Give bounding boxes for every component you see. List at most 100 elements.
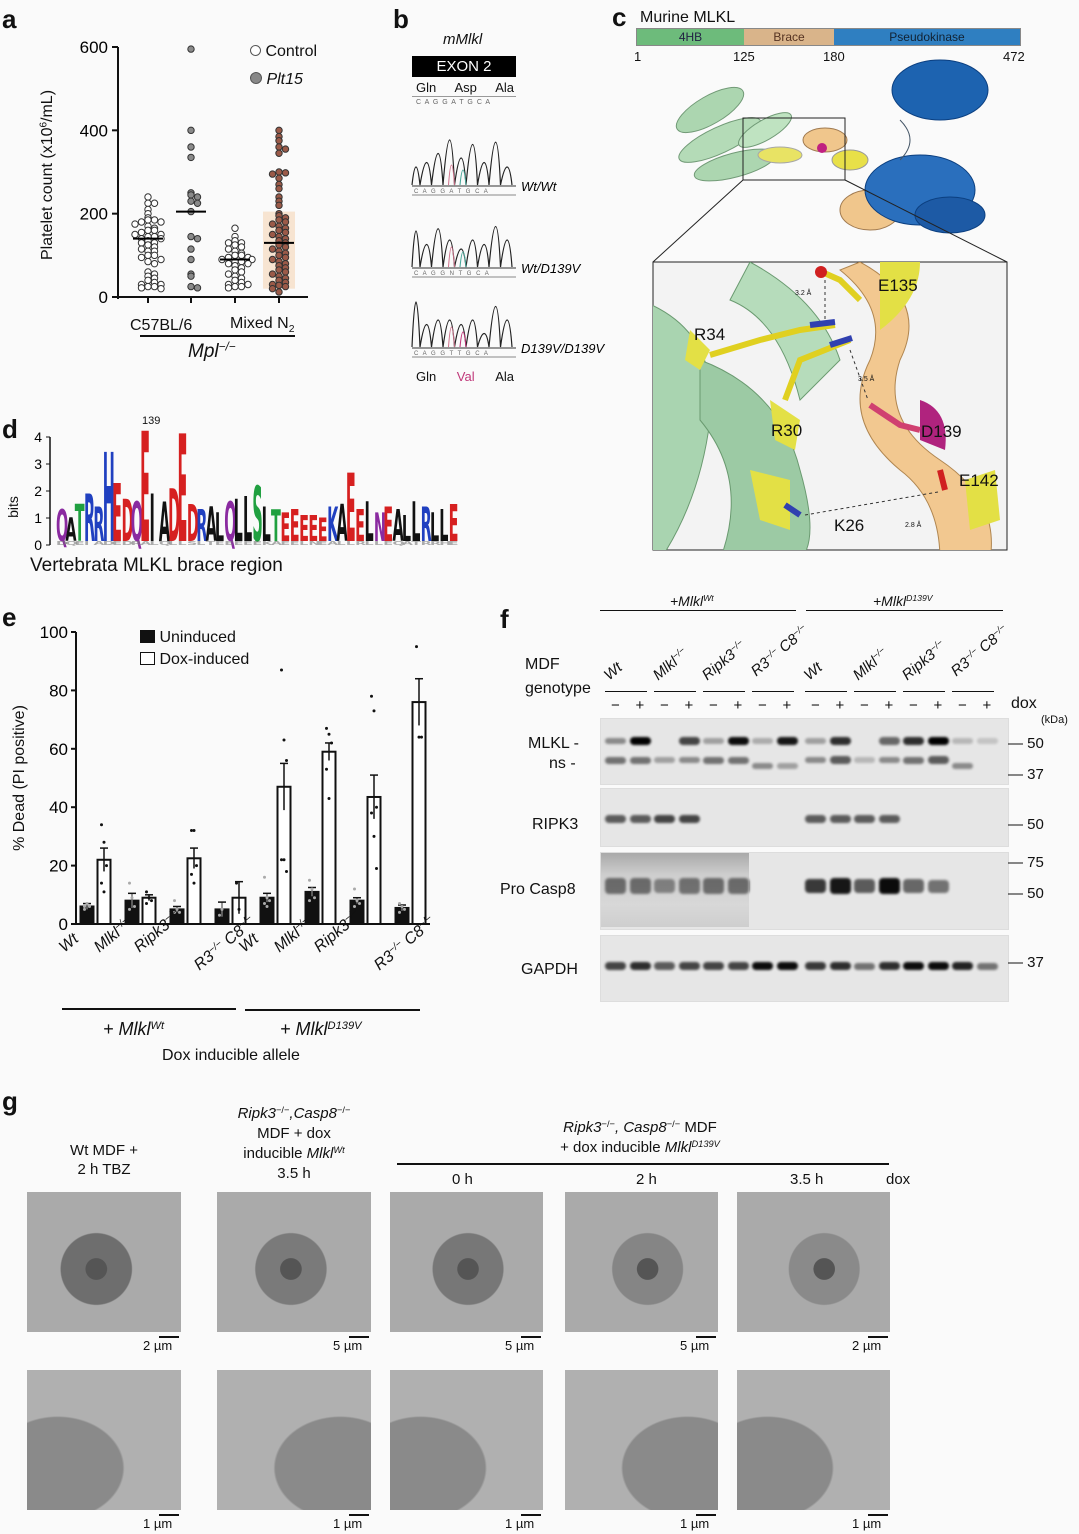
em-image-cell xyxy=(27,1192,181,1332)
replicate-point xyxy=(280,668,283,672)
g-time-2h: 2 h xyxy=(636,1171,657,1188)
logo-letter-minor: R xyxy=(421,540,433,546)
logo-letter-minor: A xyxy=(327,540,339,546)
chromatogram-trace: C A G G N T G C A Wt/D139V xyxy=(411,226,582,278)
protein-band xyxy=(927,879,949,893)
domain-pseudokinase: Pseudokinase xyxy=(834,29,1020,45)
replicate-point xyxy=(403,907,406,911)
chromatogram-trace: C A G G A T G C A Wt/Wt xyxy=(411,139,558,196)
group-line-d139v xyxy=(245,1009,420,1011)
logo-letter-minor: L xyxy=(346,540,355,546)
logo-letter-minor: A xyxy=(271,540,283,546)
protein-band xyxy=(903,756,924,764)
marker-75-c: — 75 xyxy=(1008,854,1044,871)
protein-band xyxy=(927,737,949,745)
g2-mlkl-sup: Wt xyxy=(333,1144,345,1155)
protein-band xyxy=(952,762,973,770)
data-point xyxy=(237,282,246,291)
blot-membrane xyxy=(600,718,1009,785)
logo-letter: K xyxy=(327,499,339,553)
logo-letter: L xyxy=(411,492,420,555)
protein-band xyxy=(605,756,626,764)
codon-ala-b: Ala xyxy=(495,369,514,384)
structure-brace xyxy=(802,127,901,231)
em-image-closeup xyxy=(217,1370,371,1510)
data-point xyxy=(268,245,277,253)
protein-band xyxy=(776,762,798,770)
replicate-point xyxy=(325,726,328,730)
replicate-point xyxy=(220,907,224,911)
residue-r30: R30 xyxy=(771,421,803,440)
group-label-mixed: Mixed N2 xyxy=(230,315,294,335)
gene-name: mMlkl xyxy=(443,31,483,48)
logo-letter: T xyxy=(271,501,281,552)
replicate-point xyxy=(310,887,314,891)
protein-band xyxy=(976,962,998,970)
scale-bar-label: 1 µm xyxy=(333,1516,363,1531)
genotype-base: Wt xyxy=(800,658,826,684)
data-point xyxy=(157,218,165,226)
data-point xyxy=(187,45,195,53)
dox-sign: + xyxy=(835,697,845,714)
panel-label-d: d xyxy=(2,414,18,444)
logo-letter: H xyxy=(103,427,115,570)
dox-sign: + xyxy=(782,697,792,714)
replicate-point xyxy=(130,896,134,900)
residue-e135: E135 xyxy=(878,276,918,295)
divider xyxy=(412,96,516,97)
genotype-underline xyxy=(903,691,945,692)
y-tick-label-e: 100 xyxy=(40,623,68,642)
logo-letter: L xyxy=(262,499,271,553)
protein-band xyxy=(727,756,749,764)
replicate-point xyxy=(192,881,196,885)
data-point xyxy=(187,232,195,241)
logo-letter: E xyxy=(178,404,188,576)
group-label-mixed-base: Mixed N xyxy=(230,315,289,332)
genotype-underline xyxy=(805,691,847,692)
legend-dox-induced: Dox-induced xyxy=(140,652,249,668)
logo-y-tick-label: 0 xyxy=(34,537,42,553)
mpl-sup: −/− xyxy=(218,340,236,354)
replicate-point xyxy=(268,899,271,903)
trace-genotype-label: D139V/D139V xyxy=(521,341,605,356)
open-square-icon xyxy=(140,652,155,665)
logo-letter: Q xyxy=(224,492,236,555)
panel-label-c: c xyxy=(612,2,627,32)
strain-bracket-line xyxy=(140,335,295,337)
logo-letter: L xyxy=(430,505,439,552)
logo-letter-minor: H xyxy=(439,540,451,546)
data-point xyxy=(268,270,277,278)
logo-letter: E xyxy=(355,501,365,552)
logo-letter: E xyxy=(449,495,459,553)
logo-letter-minor: E xyxy=(280,540,290,546)
chromatogram-trace: C A G G T T G C A D139V/D139V xyxy=(411,301,605,358)
blot-label-casp8: Pro Casp8 xyxy=(500,881,576,898)
replicate-point xyxy=(282,858,286,862)
logo-letter-minor: L xyxy=(336,540,345,546)
protein-band xyxy=(927,756,949,764)
logo-letter: A xyxy=(65,511,76,548)
replicate-point xyxy=(282,738,286,742)
logo-letter-minor: E xyxy=(290,540,300,546)
protein-band xyxy=(952,962,973,970)
bar-dox-induced xyxy=(411,701,427,926)
protein-band xyxy=(854,962,875,970)
f-group-wt: +MlklWt xyxy=(670,594,714,608)
logo-letter-minor: D xyxy=(56,540,68,546)
protein-band xyxy=(629,815,651,823)
protein-band xyxy=(654,756,675,764)
platelet-count-chart: 0 200 400 600 xyxy=(80,38,308,307)
position-139: 139 xyxy=(142,415,161,427)
replicate-point xyxy=(235,881,238,885)
codon-asp: Asp xyxy=(454,80,477,95)
trace-genotype-label: Wt/D139V xyxy=(521,261,582,276)
replicate-point xyxy=(325,767,328,771)
logo-letter-minor: N xyxy=(308,540,320,546)
logo-letter-minor: E xyxy=(234,540,244,546)
data-point xyxy=(137,253,146,262)
f-group-wt-sup: Wt xyxy=(703,593,714,604)
genotype-underline xyxy=(703,691,745,692)
replicate-point xyxy=(263,875,266,879)
protein-band xyxy=(752,962,773,970)
